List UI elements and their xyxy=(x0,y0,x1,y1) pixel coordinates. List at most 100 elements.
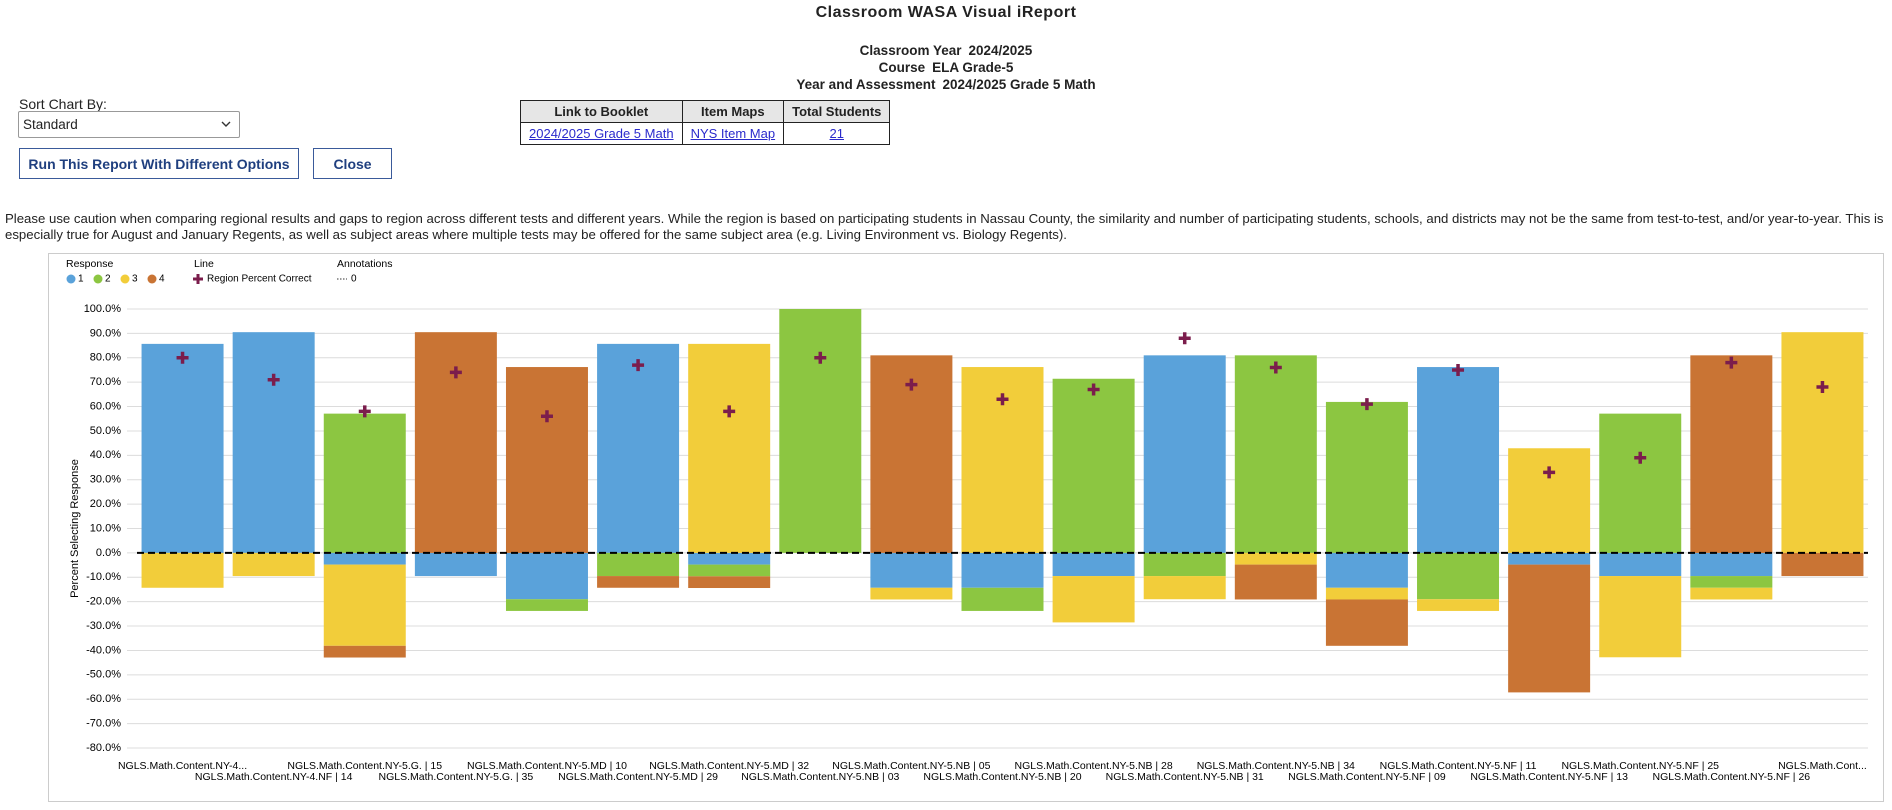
legend-swatch xyxy=(147,274,157,284)
region-marker xyxy=(1452,363,1465,376)
y-tick-label: 80.0% xyxy=(90,352,121,364)
bar-segment xyxy=(505,367,588,553)
region-marker xyxy=(1634,451,1647,464)
bar-segment xyxy=(323,552,406,565)
x-tick-label: NGLS.Math.Content.NY-5.G. | 35 xyxy=(379,771,534,783)
y-tick-label: 30.0% xyxy=(90,474,121,486)
region-marker xyxy=(1178,332,1191,345)
cell: 21 xyxy=(783,122,891,145)
y-tick-label: -50.0% xyxy=(86,669,121,681)
y-tick-label: 50.0% xyxy=(90,425,121,437)
y-tick-label: -10.0% xyxy=(86,571,121,583)
bar-segment xyxy=(597,552,680,577)
bar-segment xyxy=(1234,564,1317,600)
close-button[interactable]: Close xyxy=(313,148,392,179)
region-marker xyxy=(1269,361,1282,374)
x-tick-label: NGLS.Math.Content.NY-4.NF | 14 xyxy=(195,771,353,783)
booklet-link[interactable]: 2024/2025 Grade 5 Math xyxy=(529,126,674,141)
sort-value: Standard xyxy=(23,117,78,132)
legend-label: 4 xyxy=(159,274,165,285)
y-tick-label: -20.0% xyxy=(86,596,121,608)
y-tick-label: 40.0% xyxy=(90,449,121,461)
bar-segment xyxy=(1417,552,1500,600)
bar-segment xyxy=(323,413,406,553)
bar-segment xyxy=(505,552,588,600)
y-tick-label: 10.0% xyxy=(90,522,121,534)
bar-segment xyxy=(1143,552,1226,577)
region-marker xyxy=(176,351,189,364)
sort-select[interactable]: Standard xyxy=(18,111,240,138)
legend-title: Annotations xyxy=(337,258,392,270)
students-link[interactable]: 21 xyxy=(829,126,844,141)
bar-segment xyxy=(1599,576,1682,658)
bar-segment xyxy=(1690,355,1773,553)
bar-segment xyxy=(323,645,406,658)
table-header: Link to Booklet Item Maps Total Students xyxy=(520,100,891,123)
y-tick-label: -70.0% xyxy=(86,718,121,730)
bar-segment xyxy=(141,552,224,588)
cell: 2024/2025 Grade 5 Math xyxy=(520,122,683,145)
bar-segment xyxy=(688,343,771,553)
region-marker xyxy=(267,373,280,386)
y-tick-label: -30.0% xyxy=(86,620,121,632)
info-label: Classroom Year xyxy=(859,43,962,58)
y-tick-label: 20.0% xyxy=(90,498,121,510)
bar-segment xyxy=(870,587,953,600)
region-marker xyxy=(723,405,736,418)
legend-swatch xyxy=(66,274,76,284)
info-value: 2024/2025 xyxy=(968,43,1033,58)
y-tick-label: 0.0% xyxy=(96,547,121,559)
bar-segment xyxy=(870,552,953,588)
y-tick-label: 90.0% xyxy=(90,327,121,339)
y-tick-label: -60.0% xyxy=(86,693,121,705)
table-row: 2024/2025 Grade 5 Math NYS Item Map 21 xyxy=(520,122,891,145)
y-axis-title: Percent Selecting Response xyxy=(69,459,81,598)
summary-table: Link to Booklet Item Maps Total Students… xyxy=(520,100,891,145)
chevron xyxy=(221,121,231,127)
bar-segment xyxy=(505,599,588,611)
legend-swatch xyxy=(120,274,130,284)
chart-box: Response 1 2 3 4 Line Region Percent Correct An… xyxy=(48,253,1884,802)
x-tick-label: NGLS.Math.Content.NY-5.MD | 29 xyxy=(558,771,718,783)
info-line: Classroom Year 2024/2025 xyxy=(0,42,1892,59)
x-tick-label: NGLS.Math.Content.NY-4... xyxy=(118,760,247,772)
bar-segment xyxy=(1599,552,1682,577)
bar-segment xyxy=(688,552,771,565)
bar-segment xyxy=(597,576,680,588)
x-tick-label: NGLS.Math.Content.NY-5.NF | 13 xyxy=(1470,771,1628,783)
bar-segment xyxy=(1690,576,1773,588)
region-marker xyxy=(1816,381,1829,394)
info-label: Course xyxy=(878,60,926,75)
x-tick-label: NGLS.Math.Content.NY-5.NF | 09 xyxy=(1288,771,1446,783)
x-tick-label: NGLS.Math.Content.NY-5.MD | 32 xyxy=(649,760,809,772)
header-cell: Item Maps xyxy=(681,100,785,123)
bar-segment xyxy=(597,343,680,553)
bar-segment xyxy=(688,564,771,577)
x-tick-label: NGLS.Math.Content.NY-5.NF | 26 xyxy=(1653,771,1811,783)
info-label: Year and Assessment xyxy=(796,77,936,92)
caution-text: Please use caution when comparing region… xyxy=(5,211,1884,242)
x-tick-label: NGLS.Math.Content.NY-5.NB | 34 xyxy=(1197,760,1355,772)
bar-segment xyxy=(779,309,862,553)
x-tick-label: NGLS.Math.Cont... xyxy=(1778,760,1867,772)
bar-segment xyxy=(1417,599,1500,611)
legend-label: 2 xyxy=(105,274,111,285)
bar-segment xyxy=(1052,378,1135,553)
bar-segment xyxy=(1599,413,1682,553)
header-cell: Total Students xyxy=(783,100,891,123)
header-cell: Link to Booklet xyxy=(520,100,683,123)
bar-segment xyxy=(1690,587,1773,600)
run-button[interactable]: Run This Report With Different Options xyxy=(19,148,299,179)
bar-segment xyxy=(961,552,1044,588)
region-marker xyxy=(905,378,918,391)
bar-segment xyxy=(1052,552,1135,577)
item-map-link[interactable]: NYS Item Map xyxy=(690,126,776,141)
bar-segment xyxy=(1325,401,1408,553)
bar-segment xyxy=(1417,367,1500,553)
legend-label: 3 xyxy=(132,274,138,285)
cell: NYS Item Map xyxy=(681,122,785,145)
bar-segment xyxy=(688,576,771,589)
region-marker xyxy=(540,410,553,423)
bar-segment xyxy=(1143,576,1226,600)
